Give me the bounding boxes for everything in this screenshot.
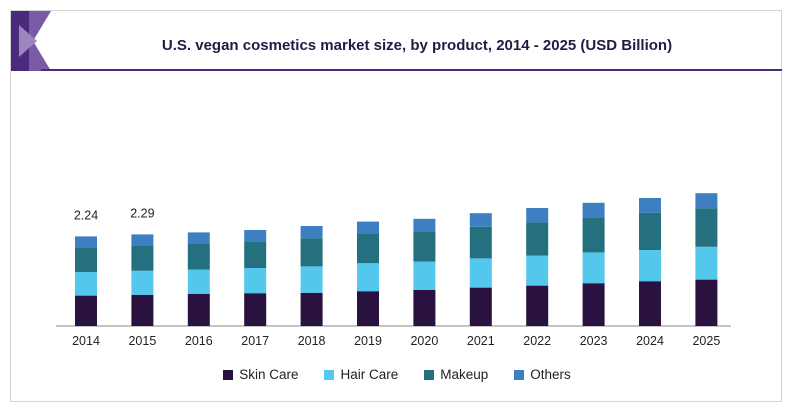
bar-segment-hair-care-2019 [357, 263, 379, 292]
data-label-2015: 2.29 [130, 206, 154, 220]
bar-segment-others-2023 [582, 202, 605, 218]
bar-segment-makeup-2025 [695, 208, 718, 247]
x-tick-label-2022: 2022 [523, 334, 551, 348]
stacked-bar-chart: 2014 2015 2016 2017 2018 2019 2020 2021 2022 2023… [56, 193, 731, 348]
bar-segment-skin-care-2021 [469, 287, 492, 326]
brand-logo-icon [11, 11, 51, 71]
bar-segment-skin-care-2022 [526, 285, 549, 326]
bar-segment-others-2016 [187, 232, 210, 244]
legend-label: Hair Care [340, 367, 399, 382]
legend-label: Makeup [440, 367, 489, 382]
x-tick-label-2016: 2016 [185, 334, 213, 348]
bar-segment-makeup-2014 [75, 247, 97, 272]
bar-segment-makeup-2024 [639, 212, 661, 250]
bar-segment-others-2017 [244, 230, 267, 242]
bar-segment-skin-care-2018 [300, 292, 323, 326]
x-tick-label-2017: 2017 [241, 334, 269, 348]
legend-item-hair-care: Hair Care [324, 367, 398, 382]
bar-segment-skin-care-2015 [131, 294, 154, 326]
bar-segment-hair-care-2025 [695, 246, 718, 280]
bar-segment-makeup-2016 [187, 243, 210, 270]
bar-segment-others-2019 [357, 221, 379, 234]
bar-segment-others-2021 [469, 213, 492, 227]
bar-segment-others-2025 [695, 193, 718, 209]
bar-segment-makeup-2017 [244, 241, 267, 268]
bar-segment-hair-care-2023 [582, 252, 605, 284]
bar-segment-hair-care-2024 [639, 250, 661, 282]
x-tick-label-2020: 2020 [410, 334, 438, 348]
legend-item-skin-care: Skin Care [223, 367, 298, 382]
bar-segment-makeup-2023 [582, 217, 605, 253]
legend-label: Others [530, 367, 571, 382]
x-tick-label-2024: 2024 [636, 334, 664, 348]
x-tick-label-2025: 2025 [692, 334, 720, 348]
bar-segment-others-2018 [300, 226, 323, 239]
x-tick-label-2019: 2019 [354, 334, 382, 348]
bar-segment-skin-care-2016 [187, 294, 210, 326]
x-tick-label-2023: 2023 [580, 334, 608, 348]
bar-segment-makeup-2019 [357, 234, 379, 264]
chart-title: U.S. vegan cosmetics market size, by pro… [161, 37, 673, 54]
bar-segment-skin-care-2017 [244, 293, 267, 326]
legend-swatch [514, 369, 525, 380]
bar-segment-hair-care-2022 [526, 255, 549, 286]
x-tick-label-2015: 2015 [128, 334, 156, 348]
bar-segment-skin-care-2025 [695, 279, 718, 326]
bar-segment-makeup-2022 [526, 222, 549, 256]
bar-segment-hair-care-2020 [413, 261, 436, 290]
data-label-2014: 2.24 [74, 208, 98, 222]
bar-segment-skin-care-2019 [357, 291, 379, 326]
bar-segment-others-2024 [639, 198, 661, 213]
legend-item-others: Others [514, 367, 571, 382]
bar-segment-others-2014 [75, 236, 97, 248]
bar-segment-skin-care-2023 [582, 283, 605, 326]
bar-segment-others-2020 [413, 218, 436, 232]
x-tick-label-2014: 2014 [72, 334, 100, 348]
bar-segment-hair-care-2018 [300, 266, 323, 293]
bar-segment-skin-care-2014 [75, 295, 97, 326]
legend-item-makeup: Makeup [424, 367, 488, 382]
legend-swatch [424, 369, 435, 380]
x-tick-label-2021: 2021 [467, 334, 495, 348]
bar-segment-skin-care-2024 [639, 281, 661, 326]
bar-segment-hair-care-2015 [131, 270, 154, 295]
bar-segment-hair-care-2014 [75, 272, 97, 296]
chart-frame: U.S. vegan cosmetics market size, by pro… [10, 10, 782, 402]
bar-segment-hair-care-2016 [187, 269, 210, 294]
x-tick-label-2018: 2018 [298, 334, 326, 348]
bar-segment-makeup-2021 [469, 226, 492, 259]
title-underline [41, 69, 782, 71]
bar-segment-hair-care-2021 [469, 258, 492, 288]
bar-segment-makeup-2015 [131, 245, 154, 271]
chart-legend: Skin Care Hair Care Makeup Others [11, 367, 783, 382]
bar-segment-others-2015 [131, 234, 154, 246]
bar-segment-makeup-2020 [413, 232, 436, 262]
bar-segment-hair-care-2017 [244, 268, 267, 294]
legend-swatch [324, 369, 335, 380]
bar-segment-skin-care-2020 [413, 290, 436, 326]
legend-swatch [223, 369, 234, 380]
legend-label: Skin Care [239, 367, 299, 382]
bar-segment-others-2022 [526, 208, 549, 223]
bar-segment-makeup-2018 [300, 238, 323, 267]
